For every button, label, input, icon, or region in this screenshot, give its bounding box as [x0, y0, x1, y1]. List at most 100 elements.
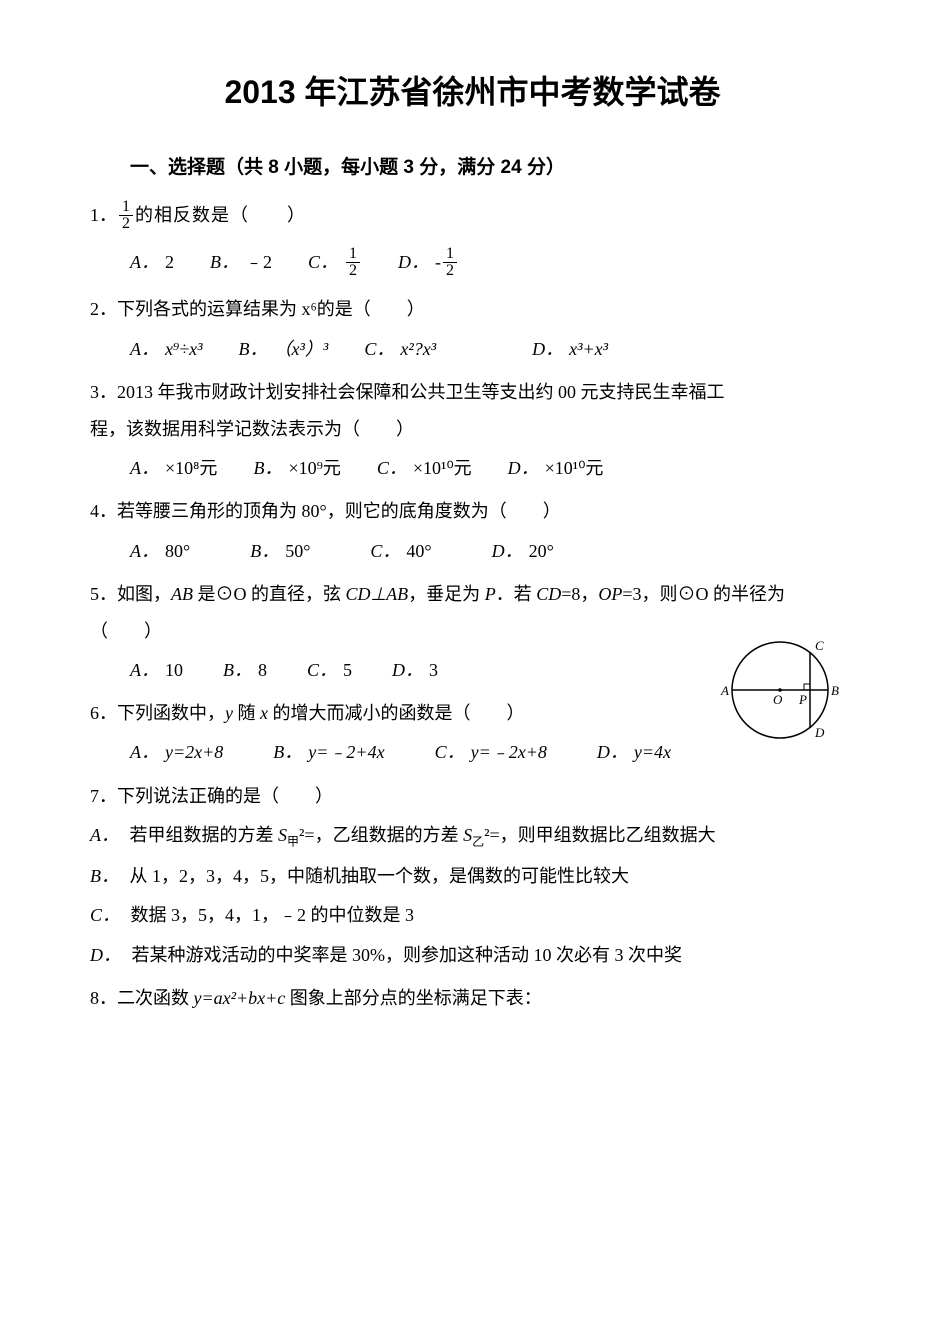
q4-opt-b: B．50° [250, 539, 310, 564]
opt-label: C． [90, 905, 120, 925]
label-a: A [720, 683, 729, 698]
q1-opt-c: C． 1 2 [308, 246, 362, 279]
t: S [463, 825, 472, 845]
opt-label: D． [90, 945, 121, 965]
opt-value: ×10¹⁰元 [413, 456, 472, 481]
q6-options: A．y=2x+8 B．y=﹣2+4x C．y=﹣2x+8 D．y=4x [130, 740, 855, 765]
t: 8．二次函数 [90, 988, 194, 1008]
q2-text: 2．下列各式的运算结果为 x⁶的是（ ） [90, 297, 855, 322]
q3-options: A．×10⁸元 B．×10⁹元 C．×10¹⁰元 D． ×10¹⁰元 [130, 456, 855, 481]
q6-opt-b: B．y=﹣2+4x [273, 740, 384, 765]
opt-value: y=2x+8 [165, 740, 223, 765]
t: 的增大而减小的函数是（ ） [268, 703, 525, 723]
label-b: B [831, 683, 839, 698]
t: 6．下列函数中， [90, 703, 225, 723]
t: 5．如图， [90, 584, 171, 604]
opt-label: B． [250, 539, 279, 564]
q1-frac: 1 2 [119, 199, 133, 232]
t: x [260, 703, 268, 723]
t: ²=，乙组数据的方差 [299, 825, 463, 845]
q1-opt-d: D． - 1 2 [398, 246, 459, 279]
q1-opt-b: B． ﹣2 [210, 246, 272, 279]
opt-label: A． [130, 337, 159, 362]
question-3: 3．2013 年我市财政计划安排社会保障和公共卫生等支出约 00 元支持民生幸福… [90, 380, 855, 482]
opt-label: C． [364, 337, 394, 362]
opt-label: A． [130, 456, 159, 481]
opt-label: A． [130, 658, 159, 683]
opt-value: 5 [343, 658, 352, 683]
q1-tail: 的相反数是（ ） [135, 203, 306, 228]
t: ，垂足为 [408, 584, 485, 604]
opt-label: A． [90, 825, 119, 845]
opt-value: 80° [165, 539, 190, 564]
t: 是⊙O 的直径，弦 [193, 584, 346, 604]
frac-num: 1 [443, 246, 457, 263]
opt-value: ×10⁸元 [165, 456, 217, 481]
q8-text: 8．二次函数 y=ax²+bx+c 图象上部分点的坐标满足下表： [90, 986, 855, 1011]
q2-opt-a: A．x⁹÷x³ [130, 337, 203, 362]
opt-value: y=﹣2x+8 [471, 740, 547, 765]
opt-label: A． [130, 250, 159, 275]
opt-label: C． [308, 250, 338, 275]
q3-opt-a: A．×10⁸元 [130, 456, 217, 481]
q5-opt-a: A．10 [130, 658, 183, 683]
opt-value: 50° [285, 539, 310, 564]
q1-num: 1． [90, 203, 117, 228]
t: AB [171, 584, 193, 604]
q5-opt-c: C．5 [307, 658, 352, 683]
q7-opt-d: D． 若某种游戏活动的中奖率是 30%，则参加这种活动 10 次必有 3 次中奖 [90, 943, 855, 968]
frac-den: 2 [443, 263, 457, 279]
q4-opt-d: D．20° [492, 539, 554, 564]
opt-label: B． [239, 337, 268, 362]
q1-opt-a: A． 2 [130, 246, 174, 279]
opt-label: D． [508, 456, 539, 481]
q1-frac-num: 1 [119, 199, 133, 216]
q4-opt-c: C．40° [370, 539, 431, 564]
t: OP [598, 584, 622, 604]
q3-line2: 程，该数据用科学记数法表示为（ ） [90, 417, 855, 442]
opt-value: （x³）³ [274, 337, 329, 362]
q6-opt-c: C．y=﹣2x+8 [435, 740, 547, 765]
t: =3，则⊙O 的半径为 [622, 584, 785, 604]
opt-value: ﹣2 [245, 250, 272, 275]
opt-value: x³+x³ [569, 337, 608, 362]
opt-label: A． [130, 539, 159, 564]
opt-label: C． [370, 539, 400, 564]
t: ．若 [496, 584, 537, 604]
t: ²=，则甲组数据比乙组数据大 [484, 825, 716, 845]
q5-opt-d: D．3 [392, 658, 438, 683]
opt-value: 3 [429, 658, 438, 683]
opt-value: 从 1，2，3，4，5，中随机抽取一个数，是偶数的可能性比较大 [130, 866, 630, 886]
q7-opt-b: B． 从 1，2，3，4，5，中随机抽取一个数，是偶数的可能性比较大 [90, 864, 855, 889]
question-4: 4．若等腰三角形的顶角为 80°，则它的底角度数为（ ） A．80° B．50°… [90, 499, 855, 563]
opt-value: x⁹÷x³ [165, 337, 203, 362]
t: CD [536, 584, 561, 604]
frac-den: 2 [346, 263, 360, 279]
opt-value: y=4x [634, 740, 671, 765]
t: y=ax²+bx+c [194, 988, 286, 1008]
question-2: 2．下列各式的运算结果为 x⁶的是（ ） A．x⁹÷x³ B．（x³）³ C．x… [90, 297, 855, 361]
q3-line1: 3．2013 年我市财政计划安排社会保障和公共卫生等支出约 00 元支持民生幸福… [90, 380, 855, 405]
opt-value: ×10⁹元 [288, 456, 340, 481]
opt-label: B． [253, 456, 282, 481]
opt-value: 数据 3，5，4，1，﹣2 的中位数是 3 [131, 905, 415, 925]
opt-value: 若某种游戏活动的中奖率是 30%，则参加这种活动 10 次必有 3 次中奖 [132, 945, 683, 965]
page-title: 2013 年江苏省徐州市中考数学试卷 [90, 70, 855, 115]
q2-opt-c: C．x²?x³ [364, 337, 436, 362]
t: y [225, 703, 233, 723]
q5-opt-b: B．8 [223, 658, 267, 683]
q2-options: A．x⁹÷x³ B．（x³）³ C．x²?x³ D．x³+x³ [130, 337, 855, 362]
opt-label: C． [377, 456, 407, 481]
q1-frac-den: 2 [119, 216, 133, 232]
q4-text: 4．若等腰三角形的顶角为 80°，则它的底角度数为（ ） [90, 499, 855, 524]
q1-d-frac: 1 2 [443, 246, 457, 279]
q3-opt-c: C．×10¹⁰元 [377, 456, 472, 481]
q6-opt-d: D．y=4x [597, 740, 671, 765]
q2-opt-b: B．（x³）³ [239, 337, 329, 362]
opt-value: 40° [406, 539, 431, 564]
t: 若甲组数据的方差 [130, 825, 279, 845]
label-c: C [815, 638, 824, 653]
opt-value: 10 [165, 658, 183, 683]
opt-label: D． [392, 658, 423, 683]
opt-value: 20° [529, 539, 554, 564]
